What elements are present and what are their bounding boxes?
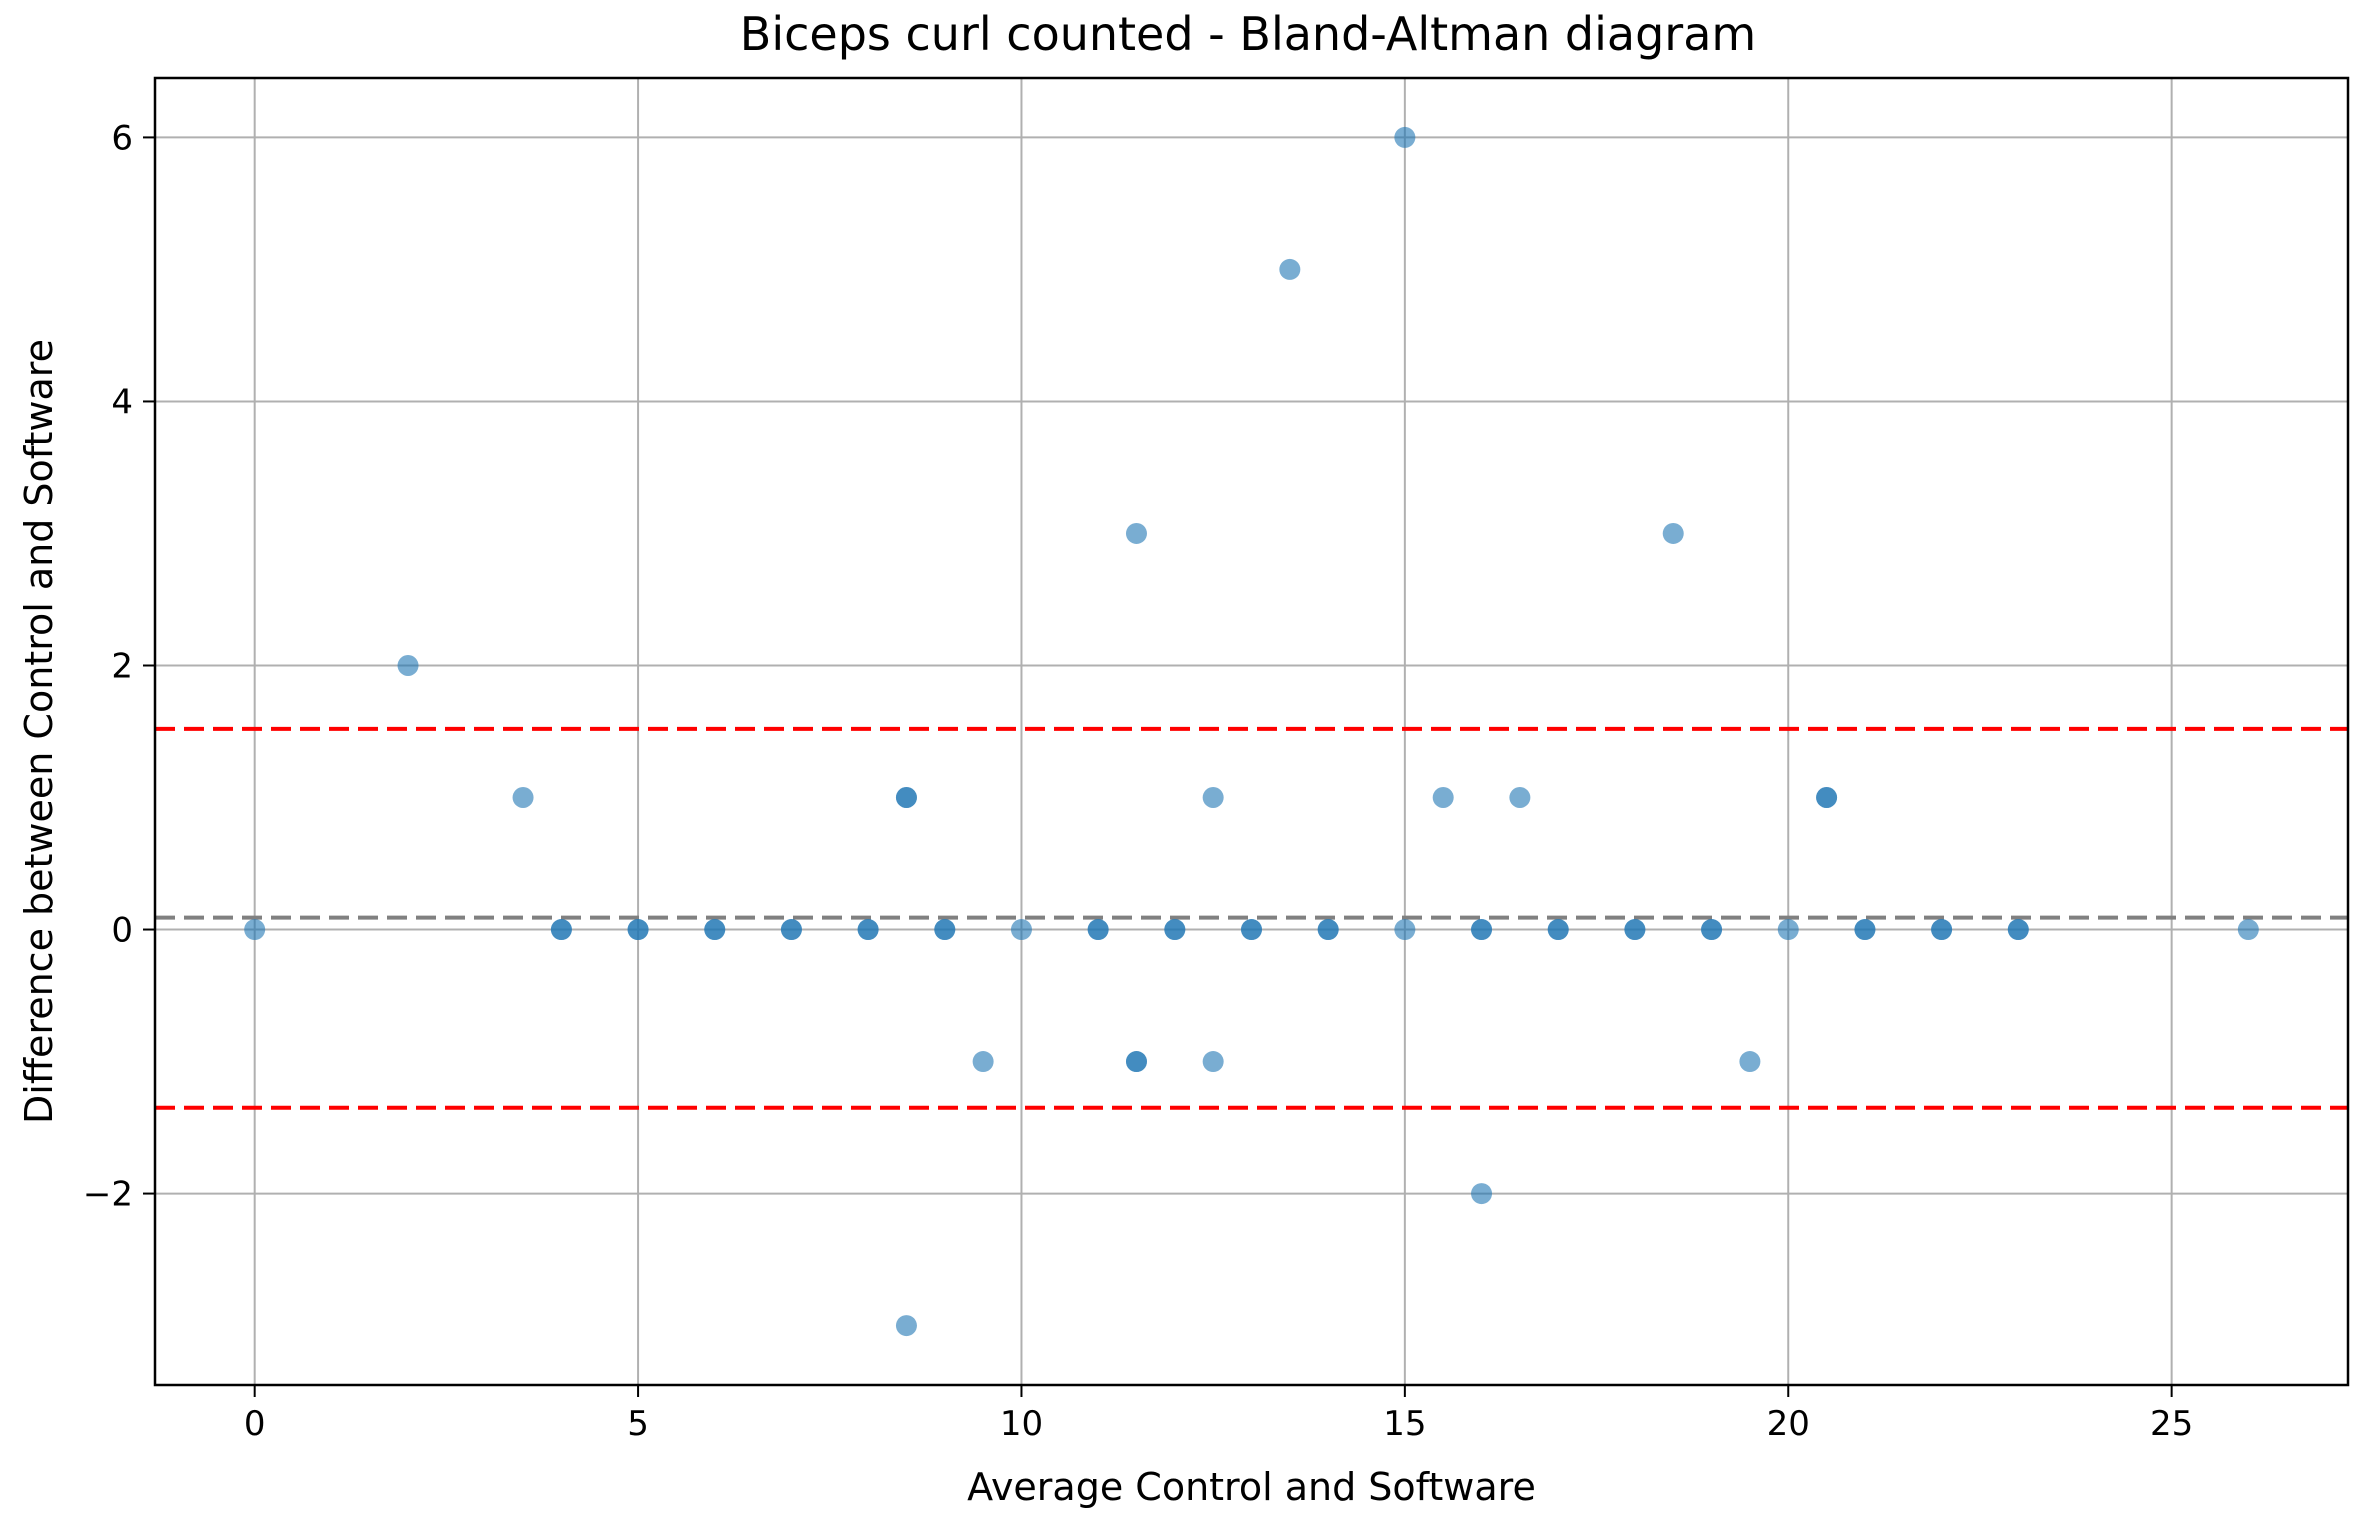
data-point	[1624, 919, 1646, 941]
data-point	[1202, 787, 1224, 809]
axis-ticks: 0 5 10 15 20 25 −2 0 2 4 6	[83, 118, 2193, 1444]
x-tick-label: 5	[627, 1404, 649, 1444]
x-tick-label: 20	[1767, 1404, 1810, 1444]
data-point	[1279, 258, 1301, 280]
data-point	[1701, 919, 1723, 941]
data-point	[1010, 919, 1032, 941]
data-points	[244, 126, 2259, 1337]
reference-lines	[155, 726, 2348, 1110]
data-point	[895, 787, 917, 809]
data-point	[627, 919, 649, 941]
data-point	[1471, 1183, 1493, 1205]
plot-frame	[153, 76, 2350, 1387]
data-point	[1394, 126, 1416, 148]
data-point	[895, 1315, 917, 1337]
data-point	[1125, 522, 1147, 544]
data-point	[2237, 919, 2259, 941]
data-point	[1471, 919, 1493, 941]
data-point	[1432, 787, 1454, 809]
data-point	[780, 919, 802, 941]
data-point	[1816, 787, 1838, 809]
data-point	[1202, 1051, 1224, 1073]
data-point	[934, 919, 956, 941]
y-tick-label: −2	[83, 1175, 133, 1215]
y-axis-label: Difference between Control and Software	[17, 339, 61, 1124]
data-point	[1509, 787, 1531, 809]
y-tick-label: 6	[111, 118, 133, 158]
grid-lines	[155, 78, 2348, 1385]
data-point	[1125, 1051, 1147, 1073]
x-tick-label: 0	[244, 1404, 266, 1444]
data-point	[244, 919, 266, 941]
data-point	[1662, 522, 1684, 544]
data-point	[704, 919, 726, 941]
data-point	[1164, 919, 1186, 941]
data-point	[1931, 919, 1953, 941]
data-point	[1777, 919, 1799, 941]
data-point	[1241, 919, 1262, 941]
data-point	[1739, 1051, 1761, 1073]
data-point	[1317, 919, 1339, 941]
data-point	[972, 1051, 994, 1073]
data-point	[2007, 919, 2029, 941]
y-tick-label: 0	[111, 911, 133, 951]
data-point	[1087, 919, 1109, 941]
x-tick-label: 25	[2150, 1404, 2193, 1444]
y-tick-label: 4	[111, 382, 133, 422]
x-tick-label: 10	[1000, 1404, 1043, 1444]
y-tick-label: 2	[111, 646, 133, 686]
x-axis-label: Average Control and Software	[967, 1465, 1536, 1509]
data-point	[1547, 919, 1569, 941]
data-point	[397, 654, 419, 676]
data-point	[857, 919, 879, 941]
chart-title: Biceps curl counted - Bland-Altman diagr…	[740, 7, 1756, 61]
x-tick-label: 15	[1383, 1404, 1426, 1444]
data-point	[512, 787, 534, 809]
data-point	[1854, 919, 1876, 941]
data-point	[550, 919, 572, 941]
data-point	[1394, 919, 1416, 941]
